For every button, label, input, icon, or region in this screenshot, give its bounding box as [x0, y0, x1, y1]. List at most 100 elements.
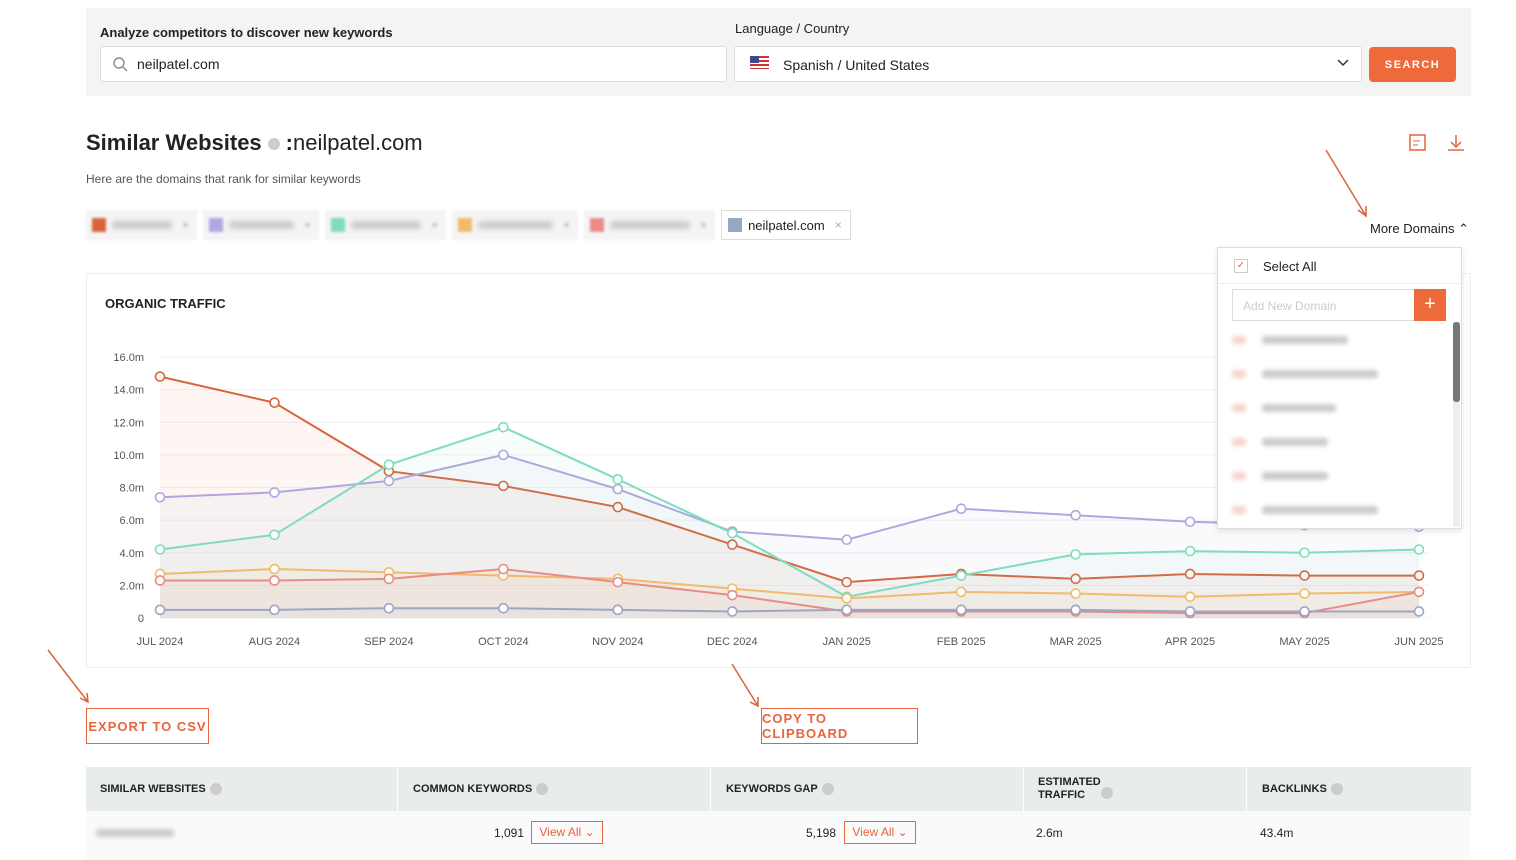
annotation-arrow	[731, 663, 759, 708]
add-domain-button[interactable]: +	[1414, 289, 1446, 321]
heading-separator: :	[285, 130, 293, 155]
export-csv[interactable]: EXPORT TO CSV	[86, 708, 209, 744]
area	[160, 427, 1419, 618]
chip-close[interactable]: ×	[834, 218, 842, 232]
domain-chip[interactable]: ×	[203, 210, 320, 240]
chip-close[interactable]: ×	[563, 218, 571, 232]
y-tick-label: 16.0m	[113, 352, 144, 364]
point	[1070, 604, 1081, 616]
domain-chip[interactable]: ×	[584, 210, 716, 240]
point	[955, 503, 967, 515]
chip-close[interactable]: ×	[304, 218, 312, 232]
view-all[interactable]: View All ⌄	[531, 821, 603, 844]
point	[498, 421, 509, 433]
x-tick-label: DEC 2024	[707, 636, 758, 648]
domain-list	[1232, 336, 1378, 514]
point	[1184, 516, 1196, 528]
x-tick-label: JAN 2025	[823, 636, 871, 648]
chip-close[interactable]: ×	[700, 218, 708, 232]
search-input[interactable]: neilpatel.com	[100, 46, 727, 82]
x-tick-label: JUN 2025	[1395, 636, 1444, 648]
domain-chip[interactable]: ×	[325, 210, 447, 240]
more-domains[interactable]: More Domains ⌃	[1370, 221, 1470, 236]
blurred-domain	[96, 829, 174, 837]
chip-swatch	[331, 218, 346, 232]
search-label: Analyze competitors to discover new keyw…	[100, 25, 393, 40]
header-text: KEYWORDS GAP	[726, 783, 818, 795]
toolbar-icons[interactable]	[1408, 132, 1468, 154]
y-tick-label: 6.0m	[120, 515, 144, 527]
point	[383, 573, 395, 585]
chart-panel	[86, 273, 1471, 668]
flag-icon	[750, 56, 769, 69]
view-all-label: View All	[539, 825, 582, 839]
x-tick-label: MAR 2025	[1050, 636, 1102, 648]
point	[1413, 570, 1425, 581]
point	[498, 602, 509, 614]
point	[1299, 606, 1310, 617]
subtitle: Here are the domains that rank for simil…	[86, 172, 361, 186]
point	[1184, 606, 1196, 617]
point	[383, 459, 395, 470]
chip-swatch	[458, 218, 473, 232]
point	[154, 491, 166, 503]
point	[726, 539, 738, 550]
point	[612, 501, 624, 513]
point	[154, 544, 166, 555]
blurred-label	[112, 221, 172, 229]
chip-swatch	[209, 218, 224, 232]
point	[841, 604, 853, 616]
line	[159, 426, 1420, 598]
chip-close[interactable]: ×	[431, 218, 439, 232]
point	[726, 606, 738, 617]
heading-domain: neilpatel.com	[293, 130, 423, 155]
copy-clipboard[interactable]: COPY TO CLIPBOARD	[761, 708, 918, 744]
x-tick-label: APR 2025	[1165, 636, 1215, 648]
point	[955, 604, 967, 616]
header-text: SIMILAR WEBSITES	[100, 783, 206, 795]
chart-title: ORGANIC TRAFFIC	[105, 296, 226, 311]
y-tick-label: 8.0m	[120, 483, 144, 495]
domain-chip[interactable]: ×	[452, 210, 579, 240]
chip-swatch	[92, 218, 106, 232]
point	[154, 575, 166, 586]
point	[1070, 573, 1081, 585]
table-header	[86, 767, 1471, 811]
point	[841, 576, 853, 588]
point	[498, 480, 509, 492]
point	[269, 563, 280, 575]
line	[160, 568, 1420, 615]
point	[1070, 549, 1081, 560]
domain-chip[interactable]: neilpatel.com ×	[721, 210, 851, 240]
domain-chip[interactable]: ×	[86, 210, 198, 240]
checkbox[interactable]: ✓	[1234, 259, 1248, 273]
add-domain-input[interactable]: Add New Domain	[1232, 289, 1416, 321]
y-tick-label: 4.0m	[120, 548, 144, 560]
x-tick-label: MAY 2025	[1279, 636, 1329, 648]
language-label: Language / Country	[735, 21, 850, 36]
point	[1299, 570, 1310, 581]
header-text: ESTIMATED TRAFFIC	[1038, 776, 1101, 801]
annotation-arrow	[47, 649, 89, 704]
point	[1413, 544, 1425, 555]
search-button[interactable]: SEARCH	[1369, 47, 1456, 82]
point	[498, 449, 509, 461]
y-tick-label: 2.0m	[120, 580, 144, 592]
select-all[interactable]: Select All	[1263, 259, 1317, 274]
column-header: KEYWORDS GAP	[726, 783, 834, 796]
x-tick-label: OCT 2024	[478, 636, 529, 648]
language-select[interactable]: Spanish / United States	[734, 46, 1362, 82]
heading: Similar Websites:neilpatel.com	[86, 130, 423, 156]
domains-dropdown: ✓ Select All Add New Domain +	[1217, 247, 1462, 529]
view-all[interactable]: View All ⌄	[844, 821, 916, 844]
chip-close[interactable]: ×	[182, 218, 190, 232]
y-tick-label: 12.0m	[113, 417, 144, 429]
header-text: COMMON KEYWORDS	[413, 783, 533, 795]
chip-label: neilpatel.com	[748, 217, 825, 233]
annotation-arrow	[1325, 149, 1367, 218]
column-header: ESTIMATED TRAFFIC	[1038, 776, 1101, 802]
y-tick-label: 10.0m	[113, 450, 144, 462]
domain-chips: × × × × × neilpatel.com ×	[86, 210, 851, 240]
more-domains-label: More Domains	[1370, 221, 1455, 236]
point	[1184, 545, 1196, 557]
